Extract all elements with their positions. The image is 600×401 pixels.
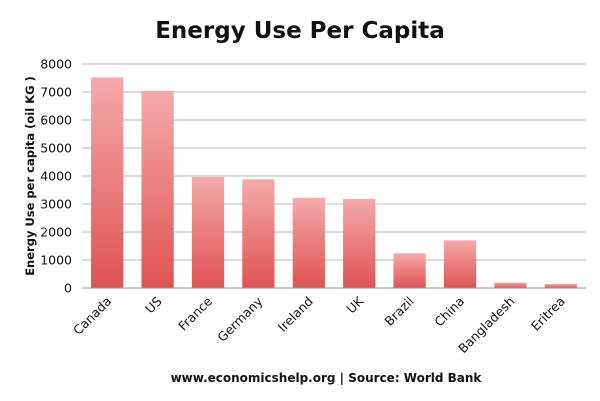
y-tick-label: 1000 [40,253,72,268]
x-tick-label-uk: UK [343,293,366,316]
y-tick-label: 2000 [40,225,72,240]
x-tick-label-france: France [175,293,215,333]
y-tick-label: 7000 [40,85,72,100]
y-tick-label: 3000 [40,197,72,212]
bar-eritrea [544,284,577,288]
bar-china [443,240,477,288]
bar-uk [343,198,376,288]
bar-germany [242,179,275,288]
x-tick-label-germany: Germany [214,293,266,345]
bar-bangladesh [494,282,527,288]
y-tick-label: 5000 [40,141,72,156]
x-tick-label-canada: Canada [70,294,114,338]
x-tick-label-china: China [431,294,467,330]
y-tick-label: 6000 [40,113,72,128]
x-tick-labels: Canada US France Germany Ireland UK Brazil Chin… [70,293,568,356]
x-tick-label-us: US [142,293,165,316]
y-tick-label: 0 [64,281,72,296]
bars [91,77,577,288]
y-tick-label: 4000 [40,169,72,184]
bar-france [191,177,225,288]
y-tick-labels: 0 1000 2000 3000 4000 5000 6000 7000 8000 [40,57,72,296]
bar-canada [91,77,124,288]
footer-source: www.economicshelp.org | Source: World Ba… [171,371,483,385]
y-axis-label: Energy Use per capita (oil KG ) [23,76,37,276]
y-tick-label: 8000 [40,57,72,72]
bar-ireland [292,197,325,288]
chart-title: Energy Use Per Capita [155,18,445,44]
bar-brazil [393,253,426,288]
x-tick-label-eritrea: Eritrea [528,294,568,334]
x-tick-label-brazil: Brazil [381,294,416,329]
bar-us [141,90,174,288]
x-tick-label-ireland: Ireland [275,294,316,335]
